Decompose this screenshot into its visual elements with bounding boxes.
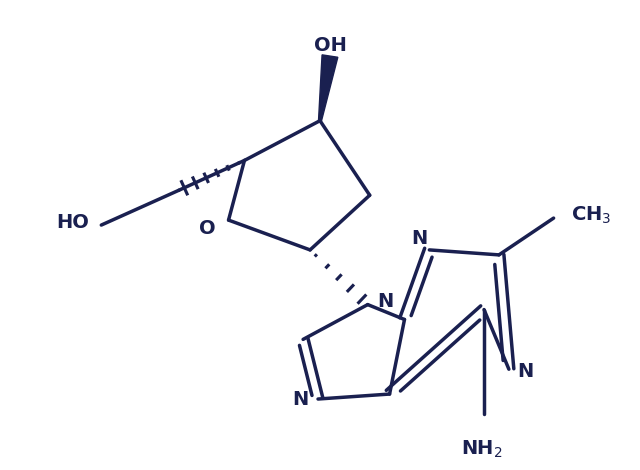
Text: CH$_3$: CH$_3$ — [570, 204, 611, 226]
Text: N: N — [412, 229, 428, 248]
Text: HO: HO — [56, 212, 90, 232]
Polygon shape — [319, 55, 338, 121]
Text: N: N — [517, 362, 533, 381]
Text: N: N — [292, 390, 308, 408]
Text: NH$_2$: NH$_2$ — [461, 439, 503, 460]
Text: OH: OH — [314, 36, 346, 55]
Text: O: O — [199, 219, 216, 237]
Text: N: N — [378, 292, 394, 311]
